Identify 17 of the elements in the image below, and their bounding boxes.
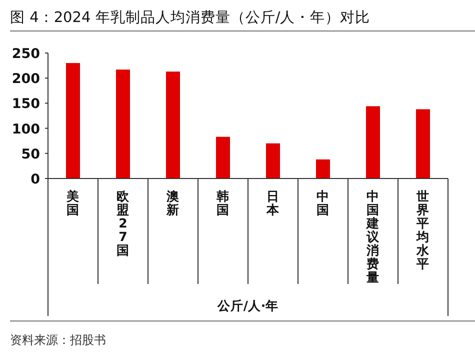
y-tick-label: 250 <box>12 46 40 62</box>
y-tick-label: 150 <box>12 96 40 112</box>
x-tick-label: 中国建议消费量 <box>366 188 380 284</box>
x-tick-label: 澳新 <box>166 188 180 217</box>
x-tick-label: 韩国 <box>216 188 230 217</box>
x-tick-label: 日本 <box>266 188 280 217</box>
y-tick-label: 0 <box>30 172 40 188</box>
x-tick-label: 中国 <box>316 188 330 217</box>
y-tick-label: 200 <box>12 71 40 88</box>
x-tick-label: 欧盟27国 <box>116 188 130 258</box>
text: 资料来源：招股书 <box>10 333 106 347</box>
y-tick-label: 100 <box>12 121 40 138</box>
text: 公斤/人·年 <box>216 298 279 313</box>
y-tick-label: 50 <box>21 146 40 162</box>
chart-title: 图 4：2024 年乳制品人均消费量（公斤/人・年）对比 <box>10 9 370 26</box>
x-tick-label: 美国 <box>66 188 80 217</box>
x-tick-label: 世界平均水平 <box>416 188 430 271</box>
